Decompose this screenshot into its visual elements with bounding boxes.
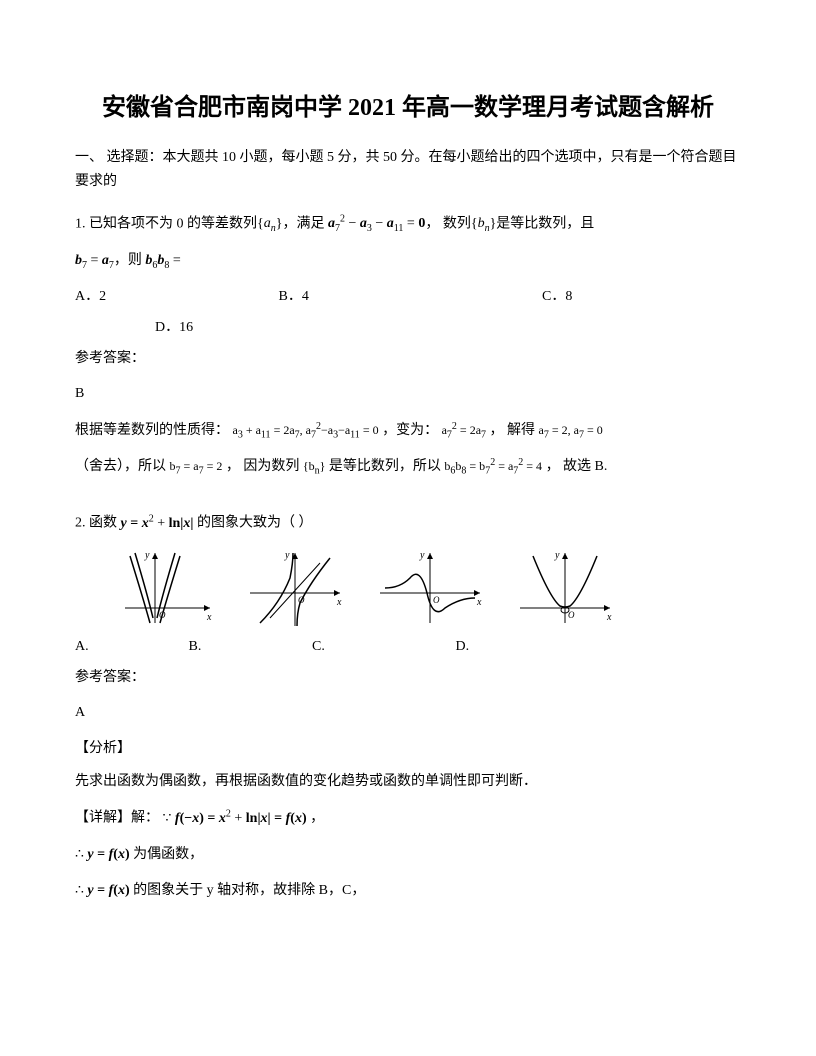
q1-bn: bn	[478, 216, 490, 231]
q1-opt-b: B．4	[279, 284, 539, 309]
q1-answer: B	[75, 381, 741, 406]
q1-text3: ， 数列{	[425, 216, 477, 231]
q1-sol-f5: {bn}	[303, 459, 326, 473]
q2-detail-line1: 【详解】解： ∵ f(−x) = x2 + ln|x| = f(x) ，	[75, 804, 741, 833]
q2-detail-l2-pre: ∴ y = f(x)	[75, 847, 130, 862]
graph-d: x y O	[515, 548, 615, 628]
svg-text:x: x	[336, 597, 342, 608]
q1-b6b8: b6b8 =	[145, 253, 180, 268]
q1-solution-line1: 根据等差数列的性质得： a3 + a11 = 2a7, a72−a3−a11 =…	[75, 417, 741, 445]
q1-sol-p4: （舍去），所以	[75, 459, 166, 474]
q2-detail-line2: ∴ y = f(x) 为偶函数，	[75, 841, 741, 869]
q1-sol-p7: ， 故选 B.	[546, 459, 608, 474]
page-title: 安徽省合肥市南岗中学 2021 年高一数学理月考试题含解析	[75, 90, 741, 126]
graph-labels: A. B. C. D.	[75, 634, 741, 659]
q1-text2: }，满足	[276, 216, 325, 231]
q1-b7a7: b7 = a7	[75, 253, 114, 268]
q2-analysis-text: 先求出函数为偶函数，再根据函数值的变化趋势或函数的单调性即可判断．	[75, 769, 741, 794]
q1-sol-p3: ， 解得	[490, 423, 536, 438]
q2-label-b: B.	[189, 634, 309, 659]
q1-opt-d: D．16	[155, 315, 741, 340]
q1-text4: }是等比数列，且	[490, 216, 595, 231]
svg-text:x: x	[476, 597, 482, 608]
q2-answer: A	[75, 700, 741, 725]
q1-opt-a: A．2	[75, 284, 275, 309]
q2-label-a: A.	[75, 634, 185, 659]
q1-sol-f1: a3 + a11 = 2a7, a72−a3−a11 = 0	[233, 423, 379, 437]
q1-sol-f4: b7 = a7 = 2	[170, 459, 223, 473]
q1-formula1: a72 − a3 − a11 = 0	[328, 216, 425, 231]
q1-sol-p5: ， 因为数列	[226, 459, 300, 474]
q1-options: A．2 B．4 C．8	[75, 284, 741, 309]
question-1-line2: b7 = a7，则 b6b8 =	[75, 247, 741, 276]
question-2: 2. 函数 y = x2 + ln|x| 的图象大致为（ ）	[75, 509, 741, 538]
q2-detail-p2: ，	[310, 811, 324, 826]
q1-sol-p6: 是等比数列，所以	[329, 459, 441, 474]
q2-detail-f1: ∵ f(−x) = x2 + ln|x| = f(x)	[163, 811, 307, 826]
graph-d-svg: x y O	[515, 548, 615, 628]
q2-formula: y = x2 + ln|x|	[121, 516, 194, 531]
q2-label-c: C.	[312, 634, 452, 659]
q2-text2: 的图象大致为（ ）	[197, 516, 313, 531]
q2-detail-l3-pre: ∴ y = f(x)	[75, 883, 130, 898]
q1-sol-f6: b6b8 = b72 = a72 = 4	[444, 459, 542, 473]
q1-an: an	[264, 216, 276, 231]
svg-text:y: y	[554, 550, 560, 561]
q2-label-d: D.	[456, 639, 470, 654]
q1-sol-f2: a72 = 2a7	[442, 423, 486, 437]
svg-text:x: x	[606, 612, 612, 623]
graph-b: x y O	[245, 548, 345, 628]
q2-detail-line3: ∴ y = f(x) 的图象关于 y 轴对称，故排除 B，C，	[75, 877, 741, 905]
graph-b-svg: x y O	[245, 548, 345, 628]
q2-text1: 2. 函数	[75, 516, 117, 531]
q1-l2p2: ，则	[114, 253, 142, 268]
q1-sol-p1: 根据等差数列的性质得：	[75, 423, 229, 438]
q2-detail-l3-text: 的图象关于 y 轴对称，故排除 B，C，	[133, 883, 365, 898]
graph-c-svg: x y O	[375, 548, 485, 628]
graph-options: x y O x y O x y O	[115, 548, 741, 628]
q2-detail-l2-text: 为偶函数，	[133, 847, 203, 862]
q2-analysis-tag: 【分析】	[75, 736, 741, 761]
graph-a-svg: x y O	[115, 548, 215, 628]
svg-text:y: y	[284, 550, 290, 561]
section-header: 一、 选择题：本大题共 10 小题，每小题 5 分，共 50 分。在每小题给出的…	[75, 146, 741, 194]
q2-detail-tag: 【详解】解：	[75, 811, 159, 826]
svg-text:x: x	[206, 612, 212, 623]
q2-answer-label: 参考答案：	[75, 665, 741, 690]
q1-sol-f3: a7 = 2, a7 = 0	[539, 423, 603, 437]
question-1: 1. 已知各项不为 0 的等差数列{an}，满足 a72 − a3 − a11 …	[75, 210, 741, 239]
graph-c: x y O	[375, 548, 485, 628]
svg-text:y: y	[144, 550, 150, 561]
graph-a: x y O	[115, 548, 215, 628]
q1-opt-c: C．8	[542, 289, 572, 304]
q1-answer-label: 参考答案：	[75, 346, 741, 371]
svg-text:y: y	[419, 550, 425, 561]
q1-text1: 1. 已知各项不为 0 的等差数列{	[75, 216, 264, 231]
svg-text:O: O	[433, 595, 440, 605]
q1-solution-line2: （舍去），所以 b7 = a7 = 2 ， 因为数列 {bn} 是等比数列，所以…	[75, 453, 741, 481]
q1-sol-p2: ，变为：	[382, 423, 438, 438]
